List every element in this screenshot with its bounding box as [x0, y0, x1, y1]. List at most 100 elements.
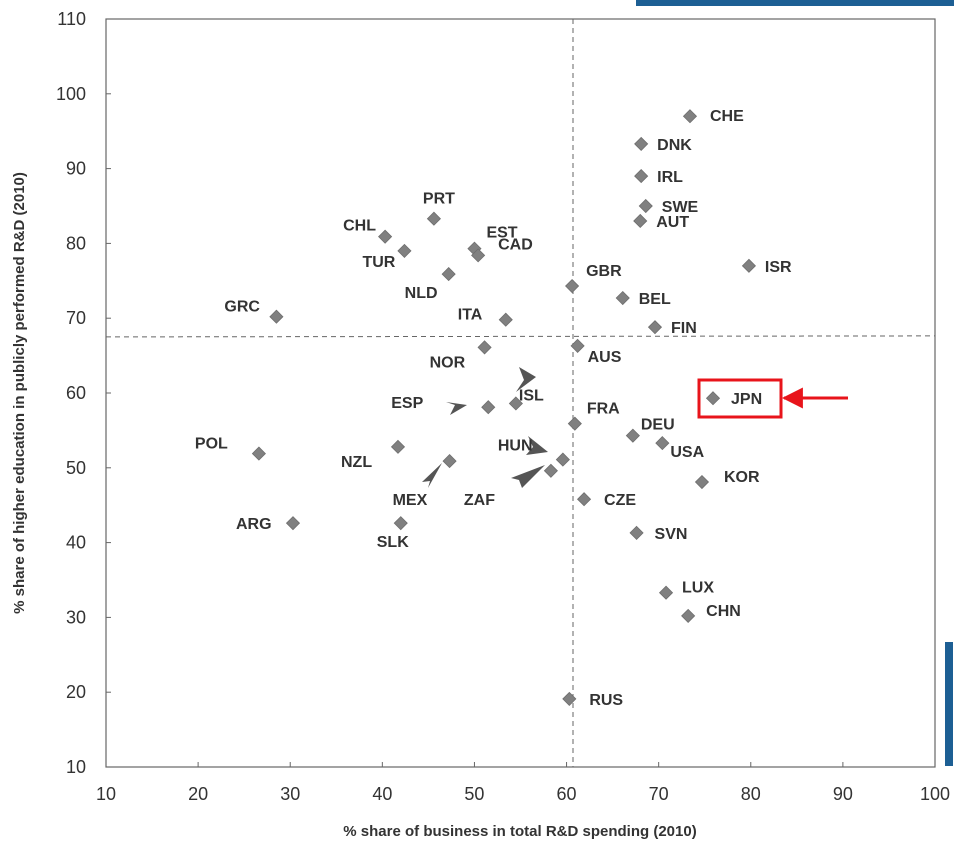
point-label-arg: ARG [236, 516, 272, 533]
y-tick-label: 30 [66, 607, 86, 627]
horizontal-reference-line [105, 335, 936, 338]
data-point-jpn [705, 391, 721, 406]
data-point-che [682, 109, 698, 124]
point-label-svn: SVN [655, 526, 688, 543]
data-point-nor [477, 340, 492, 355]
point-label-nld: NLD [405, 285, 438, 302]
point-label-isr: ISR [765, 259, 792, 276]
point-label-chn: CHN [706, 603, 741, 620]
point-label-hun: HUN [498, 438, 533, 455]
point-label-pol: POL [195, 436, 228, 453]
point-label-lux: LUX [682, 580, 714, 597]
x-tick-label: 30 [280, 784, 300, 804]
data-points [251, 109, 757, 706]
data-point-nzl [390, 439, 406, 454]
x-axis-title: % share of business in total R&D spendin… [343, 823, 696, 840]
y-axis-title: % share of higher education in publicly … [11, 172, 28, 614]
reference-lines [105, 19, 936, 767]
x-tick-label: 40 [372, 784, 392, 804]
point-label-bel: BEL [639, 291, 671, 308]
y-tick-label: 40 [66, 533, 86, 553]
y-tick-label: 70 [66, 308, 86, 328]
data-point-rus [562, 691, 577, 706]
y-axis-ticks: 10 20 30 40 50 60 70 80 90 100 110 [56, 9, 111, 777]
point-label-aut: AUT [656, 214, 689, 231]
pointer-arrow-zaf [511, 465, 545, 488]
data-point-svn [629, 525, 644, 540]
point-label-nor: NOR [430, 354, 466, 371]
x-tick-label: 10 [96, 784, 116, 804]
pointer-arrow-hun [526, 436, 548, 455]
data-point-irl [634, 169, 649, 184]
y-tick-label: 90 [66, 159, 86, 179]
point-label-usa: USA [670, 444, 704, 461]
point-label-est: EST [486, 225, 517, 242]
pointer-arrow-mex [422, 463, 442, 488]
point-label-nzl: NZL [341, 454, 372, 471]
y-tick-label: 80 [66, 233, 86, 253]
data-point-bel [615, 290, 630, 306]
data-point-tur [397, 243, 412, 258]
point-label-grc: GRC [224, 299, 260, 316]
data-point-chl [378, 229, 393, 244]
data-point-cad [471, 248, 486, 263]
data-point-aut [633, 213, 648, 229]
data-point-aus [570, 338, 585, 353]
point-label-rus: RUS [589, 692, 623, 709]
data-point-isr [741, 258, 757, 273]
data-point-hun [555, 452, 570, 467]
jpn-highlight-box [697, 378, 783, 419]
y-tick-label: 110 [57, 9, 86, 29]
point-label-prt: PRT [423, 191, 455, 208]
point-label-ita: ITA [458, 307, 483, 324]
data-point-swe [638, 198, 653, 214]
point-label-cad: CAD [498, 236, 533, 253]
point-label-esp: ESP [391, 395, 423, 412]
point-label-jpn: JPN [731, 391, 762, 408]
data-point-usa [655, 436, 670, 451]
pointer-arrow-isl [516, 367, 536, 392]
point-label-che: CHE [710, 108, 744, 125]
x-axis-ticks: 10 20 30 40 50 60 70 80 90 100 [96, 762, 950, 804]
point-label-deu: DEU [641, 417, 675, 434]
decorative-blue-bar-right [945, 642, 953, 766]
data-point-gbr [565, 278, 580, 294]
point-label-slk: SLK [377, 534, 409, 551]
data-point-cze [576, 492, 592, 507]
point-label-zaf: ZAF [464, 492, 495, 509]
x-tick-label: 90 [833, 784, 853, 804]
data-point-prt [426, 211, 441, 226]
pointer-arrows [422, 367, 548, 488]
data-point-fin [647, 320, 663, 335]
point-label-dnk: DNK [657, 137, 692, 154]
point-label-isl: ISL [519, 387, 544, 404]
x-tick-label: 50 [464, 784, 484, 804]
point-label-fra: FRA [587, 401, 620, 418]
data-point-ita [498, 312, 513, 327]
data-point-arg [285, 516, 301, 531]
point-label-tur: TUR [362, 254, 395, 271]
jpn-highlight [697, 378, 848, 419]
data-point-chn [681, 608, 696, 623]
data-point-lux [658, 585, 674, 600]
data-point-fra [567, 416, 582, 431]
point-label-chl: CHL [343, 218, 376, 235]
decorative-blue-bar-top [636, 0, 954, 6]
x-tick-label: 20 [188, 784, 208, 804]
x-tick-label: 60 [557, 784, 577, 804]
point-label-irl: IRL [657, 169, 683, 186]
y-tick-label: 100 [56, 84, 86, 104]
data-point-dnk [634, 136, 649, 151]
data-point-slk [393, 516, 408, 531]
data-point-nld [441, 267, 456, 282]
point-label-swe: SWE [662, 199, 699, 216]
data-point-deu [625, 428, 640, 443]
y-tick-label: 60 [66, 383, 86, 403]
x-tick-label: 80 [741, 784, 761, 804]
x-tick-label: 70 [649, 784, 669, 804]
data-point-kor [694, 474, 710, 490]
data-point-pol [251, 446, 266, 461]
data-point-mex [442, 454, 457, 469]
